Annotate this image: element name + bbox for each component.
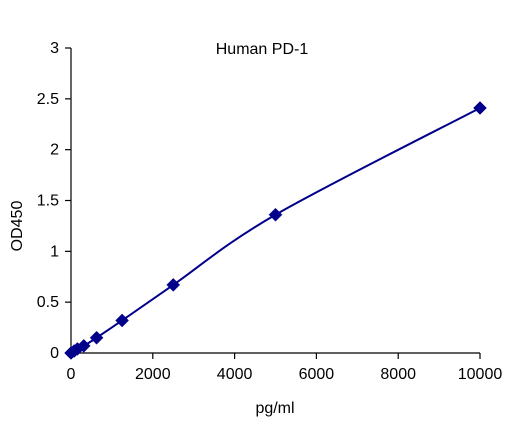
- x-axis: 0 2000 4000 6000 8000 10000: [67, 352, 503, 383]
- y-tick-label: 1.5: [37, 193, 59, 210]
- x-tick-label: 6000: [299, 366, 335, 383]
- x-tick-label: 8000: [380, 366, 416, 383]
- data-point: [166, 278, 181, 292]
- data-point: [268, 207, 283, 222]
- x-tick-label: 2000: [135, 366, 171, 383]
- x-tick-label: 0: [67, 366, 76, 383]
- chart-title: Human PD-1: [216, 41, 309, 58]
- y-tick-label: 0.5: [37, 294, 59, 311]
- y-tick-label: 0: [50, 345, 59, 362]
- data-point: [89, 330, 104, 345]
- y-tick-label: 2: [50, 142, 59, 159]
- x-axis-title: pg/ml: [255, 400, 294, 417]
- x-tick-label: 4000: [217, 366, 253, 383]
- y-axis: 0 0.5 1 1.5 2 2.5 3: [37, 40, 72, 362]
- x-tick-label: 10000: [458, 366, 503, 383]
- data-point: [473, 101, 487, 115]
- y-tick-label: 2.5: [37, 91, 59, 108]
- data-point: [76, 339, 91, 353]
- y-tick-label: 3: [50, 40, 59, 57]
- data-point: [115, 313, 129, 328]
- series-line: [70, 107, 481, 354]
- y-tick-label: 1: [50, 243, 59, 260]
- y-axis-title: OD450: [9, 201, 26, 252]
- series-layer: [64, 101, 487, 360]
